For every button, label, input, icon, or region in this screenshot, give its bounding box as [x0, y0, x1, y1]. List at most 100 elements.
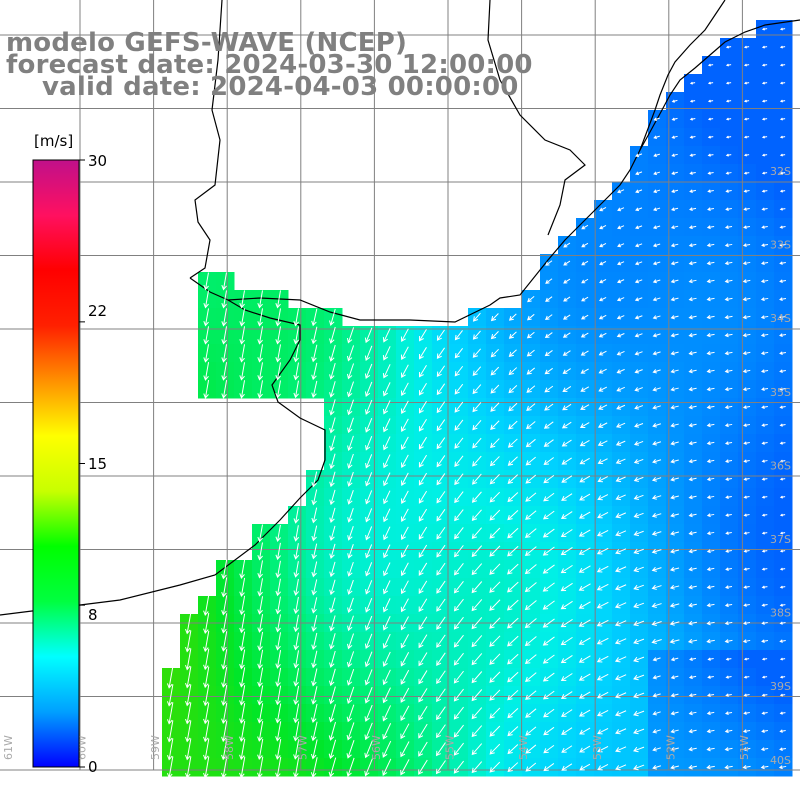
wind-arrow	[329, 597, 336, 614]
wind-arrow	[364, 651, 373, 668]
wind-arrow	[652, 729, 661, 734]
wind-arrow	[166, 720, 174, 743]
wind-arrow	[524, 582, 537, 593]
wind-arrow	[779, 711, 786, 715]
wind-arrow	[653, 135, 660, 140]
wind-arrow	[761, 711, 768, 715]
wind-arrow	[743, 603, 750, 607]
wind-arrow	[743, 117, 750, 121]
wind-arrow	[779, 567, 786, 571]
wind-arrow	[779, 117, 786, 121]
wind-arrow	[293, 362, 299, 381]
wind-arrow	[707, 63, 714, 67]
wind-arrow	[725, 495, 732, 499]
wind-arrow	[542, 636, 555, 646]
wind-arrow	[364, 615, 373, 631]
wind-arrow	[634, 423, 644, 428]
wind-arrow	[257, 326, 264, 345]
wind-arrow	[239, 756, 246, 779]
wind-arrow	[761, 405, 768, 409]
wind-arrow	[562, 332, 571, 338]
wind-arrow	[779, 297, 787, 302]
wind-arrow	[293, 308, 299, 327]
wind-arrow	[561, 475, 573, 483]
wind-arrow	[471, 743, 483, 756]
wind-arrow	[779, 63, 786, 67]
wind-arrow	[615, 440, 626, 446]
wind-arrow	[688, 441, 697, 446]
wind-arrow	[652, 711, 661, 716]
wind-arrow	[779, 351, 787, 355]
wind-arrow	[671, 117, 678, 121]
wind-arrow	[671, 207, 679, 212]
wind-arrow	[578, 547, 591, 555]
wind-arrow	[670, 675, 679, 680]
wind-arrow	[706, 333, 715, 338]
wind-arrow	[544, 350, 553, 357]
wind-arrow	[293, 668, 300, 687]
wind-arrow	[580, 332, 589, 338]
wind-arrow	[742, 729, 751, 734]
wind-arrow	[203, 630, 210, 653]
wind-arrow	[400, 723, 410, 740]
wind-arrow	[580, 386, 590, 392]
wind-arrow	[670, 530, 680, 536]
wind-arrow	[542, 564, 555, 574]
wind-arrow	[257, 703, 264, 724]
wind-arrow	[579, 763, 591, 771]
wind-arrow	[724, 351, 733, 356]
wind-arrow	[257, 308, 264, 327]
wind-arrow	[436, 329, 445, 341]
wind-arrow	[275, 667, 282, 688]
wind-arrow	[688, 693, 697, 698]
wind-arrow	[724, 243, 733, 248]
wind-arrow	[633, 584, 645, 591]
wind-arrow	[400, 759, 410, 776]
wind-arrow	[167, 756, 174, 779]
wind-arrow	[293, 739, 300, 760]
wind-arrow	[633, 692, 645, 699]
wind-arrow	[167, 738, 174, 761]
wind-arrow	[563, 314, 571, 320]
wind-arrow	[525, 438, 536, 448]
wind-arrow	[436, 491, 446, 504]
wind-arrow	[615, 566, 627, 573]
wind-arrow	[706, 243, 715, 248]
wind-arrow	[382, 364, 391, 379]
wind-arrow	[706, 261, 715, 266]
wind-arrow	[347, 561, 354, 577]
wind-arrow	[382, 598, 391, 613]
wind-arrow	[706, 315, 715, 320]
wind-arrow	[724, 261, 733, 266]
colorbar	[32, 159, 85, 768]
wind-arrow	[634, 351, 643, 356]
wind-arrow	[581, 260, 589, 266]
wind-arrow	[725, 153, 732, 157]
wind-arrow	[311, 489, 318, 506]
wind-arrow	[400, 634, 410, 649]
wind-arrow	[651, 602, 662, 608]
wind-arrow	[724, 279, 733, 284]
wind-arrow	[453, 724, 464, 738]
wind-arrow	[689, 135, 696, 139]
wind-arrow	[382, 687, 391, 704]
wind-arrow	[706, 585, 715, 590]
wind-arrow	[526, 403, 536, 411]
latitude-label: 37S	[770, 533, 791, 546]
wind-arrow	[436, 670, 446, 685]
wind-arrow	[779, 153, 786, 157]
wind-arrow	[239, 559, 246, 579]
wind-arrow	[507, 744, 519, 755]
wind-arrow	[725, 45, 732, 49]
wind-arrow	[561, 421, 572, 429]
wind-arrow	[598, 368, 607, 374]
wind-arrow	[311, 326, 318, 345]
wind-arrow	[203, 684, 210, 707]
wind-arrow	[400, 508, 409, 522]
wind-arrow	[311, 308, 318, 327]
wind-arrow	[761, 387, 769, 391]
wind-arrow	[472, 402, 482, 413]
wind-arrow	[507, 563, 519, 575]
wind-arrow	[743, 585, 750, 589]
wind-arrow	[560, 511, 573, 519]
